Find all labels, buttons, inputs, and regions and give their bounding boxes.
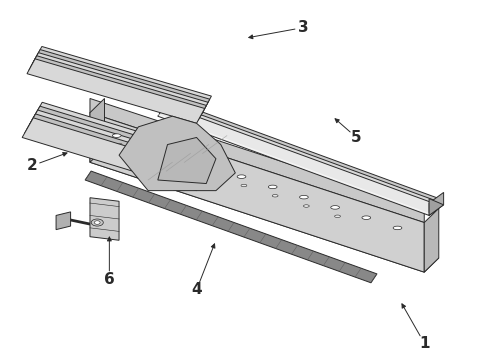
Polygon shape [29, 106, 215, 178]
Polygon shape [24, 114, 210, 186]
Text: 4: 4 [191, 282, 202, 297]
Text: 1: 1 [419, 336, 430, 351]
Polygon shape [119, 116, 235, 191]
Ellipse shape [299, 195, 308, 199]
Text: 5: 5 [351, 130, 362, 145]
Ellipse shape [272, 194, 278, 197]
Polygon shape [90, 99, 424, 222]
Polygon shape [90, 148, 439, 272]
Ellipse shape [210, 174, 216, 176]
Ellipse shape [303, 205, 309, 207]
Ellipse shape [112, 134, 121, 138]
Ellipse shape [206, 165, 215, 168]
Ellipse shape [241, 184, 247, 187]
Polygon shape [90, 99, 104, 162]
Polygon shape [34, 46, 211, 110]
Ellipse shape [335, 215, 341, 217]
Ellipse shape [147, 153, 153, 156]
Ellipse shape [237, 175, 246, 179]
Polygon shape [27, 110, 212, 182]
Polygon shape [90, 198, 119, 240]
Polygon shape [158, 105, 437, 215]
Ellipse shape [144, 144, 152, 148]
Polygon shape [90, 113, 424, 272]
Polygon shape [32, 102, 217, 174]
Text: 2: 2 [26, 158, 37, 173]
Polygon shape [161, 100, 441, 210]
Polygon shape [27, 59, 205, 123]
Polygon shape [29, 56, 206, 120]
Polygon shape [30, 53, 208, 117]
Polygon shape [429, 199, 443, 215]
Polygon shape [158, 138, 216, 184]
Ellipse shape [175, 154, 183, 158]
Ellipse shape [269, 185, 277, 189]
Polygon shape [56, 212, 71, 230]
Polygon shape [85, 171, 377, 283]
Text: 6: 6 [104, 272, 115, 287]
Polygon shape [32, 50, 210, 113]
Polygon shape [424, 208, 439, 272]
Ellipse shape [393, 226, 402, 230]
Ellipse shape [179, 164, 184, 166]
Ellipse shape [331, 206, 340, 209]
Polygon shape [429, 192, 443, 215]
Polygon shape [22, 118, 208, 191]
Ellipse shape [95, 221, 100, 224]
Ellipse shape [91, 219, 103, 226]
Ellipse shape [116, 143, 122, 146]
Polygon shape [160, 103, 439, 213]
Ellipse shape [362, 216, 370, 220]
Text: 3: 3 [298, 20, 308, 35]
